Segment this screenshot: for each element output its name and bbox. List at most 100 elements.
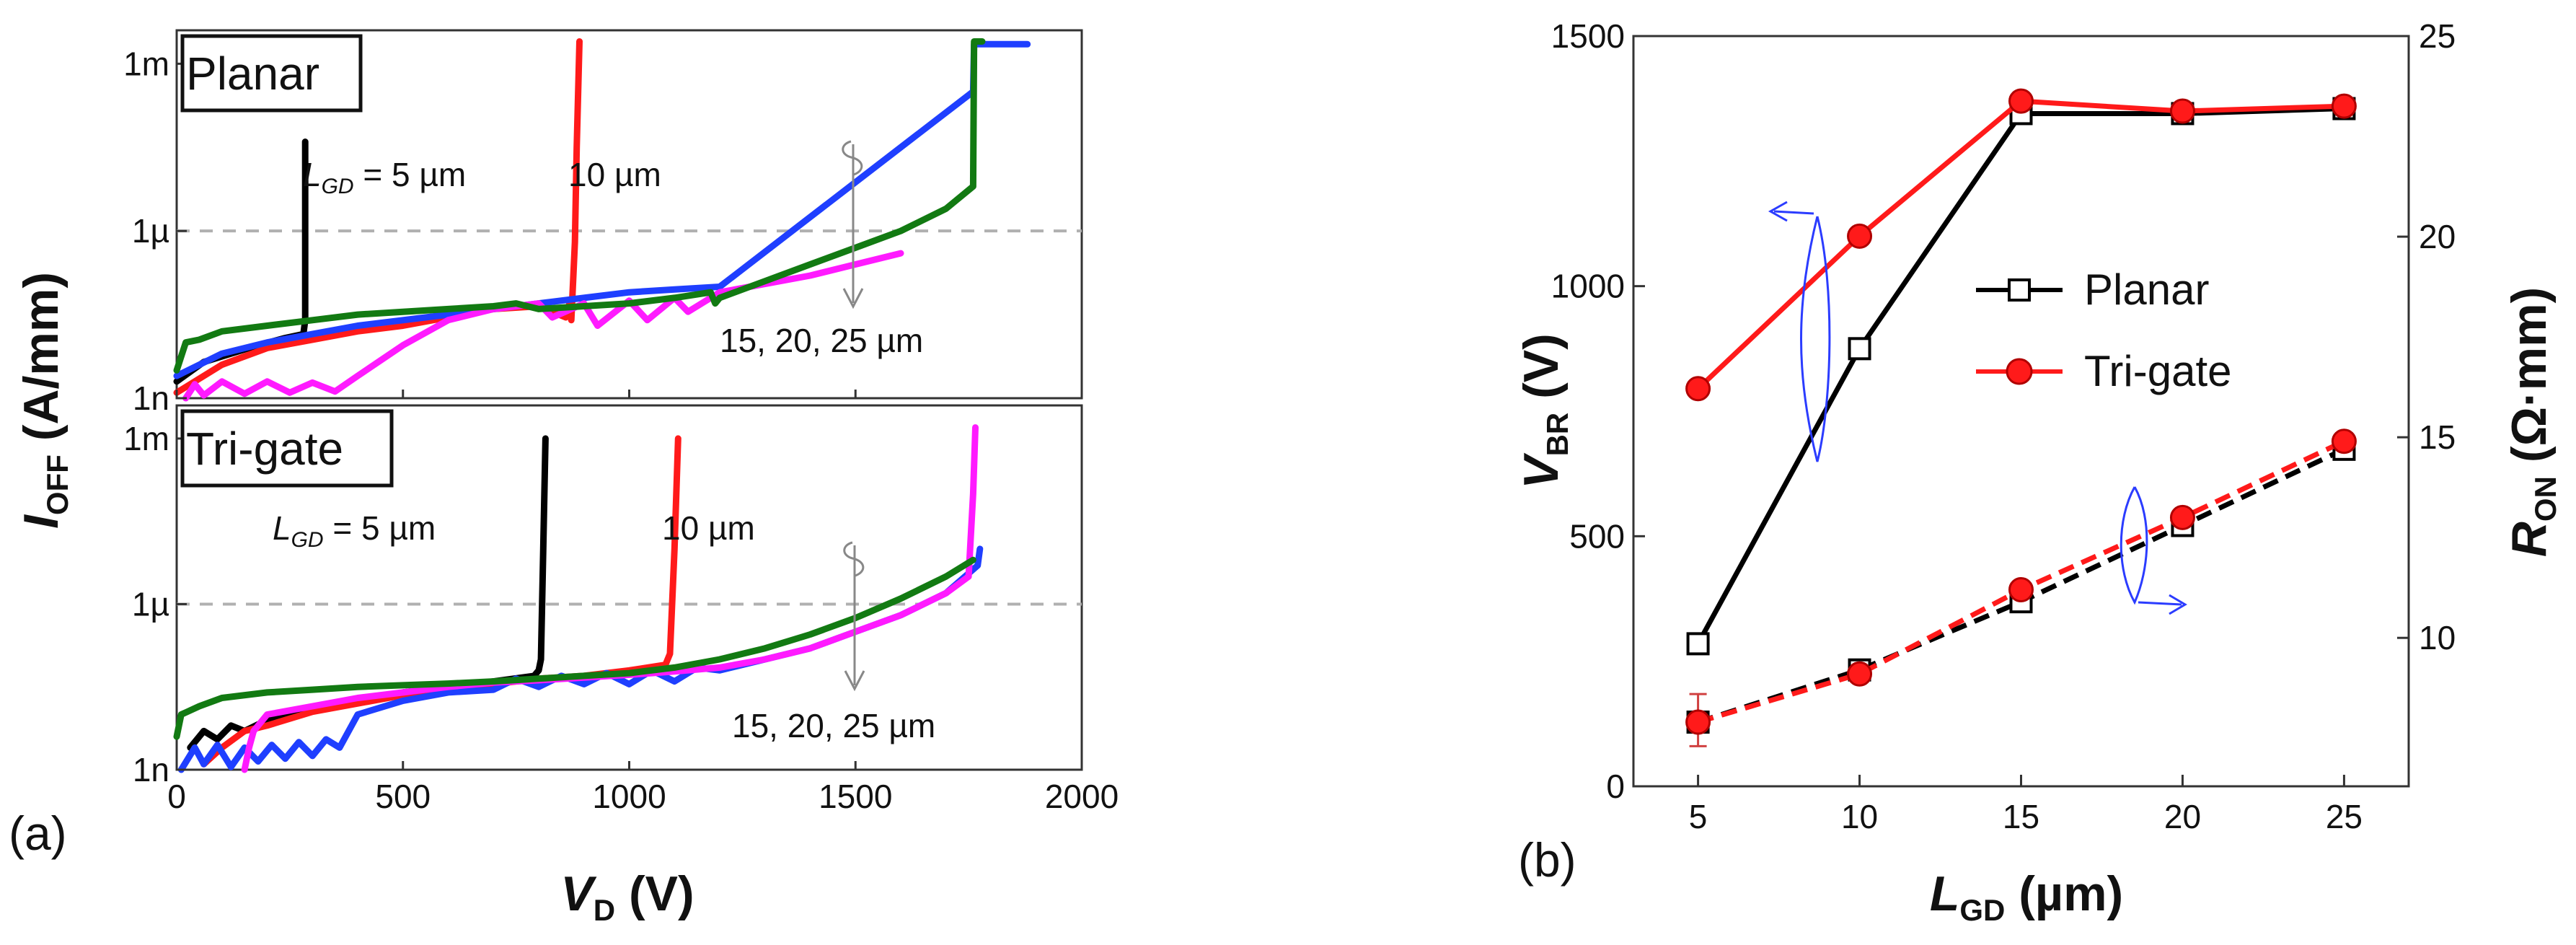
xlabel-b-sub: GD [1959, 893, 2005, 927]
x-tick-label-b: 10 [1841, 798, 1878, 835]
x-tick-label-b: 5 [1689, 798, 1708, 835]
y-axis-label-a: IOFF (A/mm) [14, 272, 74, 529]
annotation-15-20-25um: 15, 20, 25 µm [720, 322, 923, 359]
y-tick-label: 1µ [132, 212, 169, 250]
axis-indicator-left [1768, 201, 1831, 462]
x-tick-label: 500 [375, 778, 431, 815]
data-point-circle [2331, 93, 2357, 119]
y2-tick-label-b: 25 [2419, 17, 2456, 55]
y-axis-label-b: VBR (V) [1514, 333, 1574, 489]
legend-label-trigate: Tri-gate [2084, 347, 2232, 395]
series-line-trigate-5 [173, 556, 976, 740]
ylabel-b-sub: BR [1540, 413, 1574, 457]
x-ticks-a: 0 500 1000 1500 2000 [167, 778, 1119, 815]
annotation-lgd-5um: LGD = 5 µm [303, 156, 466, 198]
lgd-letter-trigate: L [273, 509, 291, 547]
y2-tick-label-b: 15 [2419, 418, 2456, 456]
panel-label-a: (a) [9, 806, 67, 860]
data-point-circle [1685, 709, 1711, 735]
series-group-planar [173, 38, 1031, 402]
y2-tick-label-b: 20 [2419, 218, 2456, 255]
y2-tick-label-b: 10 [2419, 619, 2456, 656]
rotation-arrow-planar [842, 140, 864, 309]
lgd-letter: L [303, 156, 322, 193]
data-point-square [1848, 337, 1871, 361]
ylabel-b-main: V [1514, 452, 1569, 489]
data-point-circle [2008, 576, 2034, 602]
data-point-circle [1847, 223, 1873, 249]
legend-label-planar: Planar [2084, 265, 2209, 314]
lgd-rest-trigate: = 5 µm [324, 509, 436, 547]
y-tick-label: 1n [133, 379, 169, 417]
xlabel-a-sub: D [594, 893, 615, 927]
y-tick-label: 1n [133, 751, 169, 788]
subplot-planar: 1n 1µ 1m Planar LGD = 5 µm 10 µm 15, 20, 2… [123, 29, 1083, 417]
y-tick-label-b: 1000 [1551, 268, 1625, 305]
y2label-b-sub: ON [2528, 476, 2562, 522]
x-tick-label: 1000 [592, 778, 666, 815]
x-axis-label-b: LGD (µm) [1930, 866, 2123, 927]
subplot-trigate: 1n 1µ 1m Tri-gate LGD = 5 µm 10 µm 15, 20,… [123, 404, 1083, 788]
xlabel-b-main: L [1930, 866, 1960, 921]
series-group-b [1685, 88, 2357, 747]
ylabel-a-sub: OFF [40, 454, 74, 515]
lgd-sub-trigate: GD [291, 528, 324, 552]
legend-b: Planar Tri-gate [1976, 265, 2232, 395]
xlabel-a-main: V [560, 866, 597, 921]
legend-item-planar: Planar [1976, 265, 2209, 314]
data-point-circle [1685, 376, 1711, 402]
data-point-square [1686, 632, 1710, 656]
y-tick-label: 1µ [132, 585, 169, 623]
data-point-circle [2008, 88, 2034, 114]
xlabel-b-unit: (µm) [2005, 866, 2123, 921]
annotation-10um: 10 µm [568, 156, 661, 193]
lgd-rest: = 5 µm [354, 156, 467, 193]
series-group-trigate [173, 424, 984, 773]
data-point-circle [2169, 98, 2195, 124]
ylabel-a-unit: (A/mm) [14, 272, 69, 454]
y2label-b-main: R [2502, 522, 2557, 557]
series-line-planar-5 [173, 38, 986, 374]
data-point-circle [1847, 661, 1873, 687]
x-axis-label-a: VD (V) [560, 866, 694, 927]
annotation-lgd-5um-trigate: LGD = 5 µm [273, 509, 436, 552]
series-line-b-2 [1696, 98, 2345, 391]
y-tick-label: 1m [123, 45, 169, 82]
axis-indicator-right [2120, 486, 2187, 615]
x-tick-label: 2000 [1045, 778, 1119, 815]
subplot-title-planar: Planar [186, 48, 319, 100]
legend-item-trigate: Tri-gate [1976, 347, 2232, 395]
title-box-trigate [180, 409, 394, 488]
ylabel-b-unit: (V) [1514, 333, 1569, 413]
axis-ticks-b: 5 10 15 20 25 0 500 1000 1500 10 15 20 25 [1551, 17, 2456, 835]
y-tick-label: 1m [123, 420, 169, 457]
legend-marker-planar [2008, 278, 2031, 302]
y-tick-label-b: 1500 [1551, 17, 1625, 55]
x-tick-label-b: 25 [2326, 798, 2363, 835]
rotation-arrow-trigate [843, 541, 865, 692]
data-point-circle [2169, 504, 2195, 530]
subplot-title-trigate: Tri-gate [186, 423, 343, 475]
y-ticks-trigate: 1n 1µ 1m [123, 420, 1083, 788]
data-point-circle [2331, 428, 2357, 454]
annotation-10um-trigate: 10 µm [662, 509, 755, 547]
annotation-15-20-25um-trigate: 15, 20, 25 µm [732, 707, 935, 744]
panel-b: 5 10 15 20 25 0 500 1000 1500 10 15 20 25 Planar Tri… [1514, 17, 2562, 927]
y-ticks-planar: 1n 1µ 1m [123, 45, 1083, 417]
legend-marker-trigate [2006, 358, 2033, 385]
plot-frame-b [1632, 35, 2410, 788]
x-tick-label-b: 15 [2003, 798, 2039, 835]
y-tick-label-b: 0 [1606, 768, 1625, 805]
title-box-planar [180, 34, 363, 113]
x-tick-label: 1500 [819, 778, 892, 815]
xlabel-a-unit: (V) [615, 866, 694, 921]
x-tick-label: 0 [167, 778, 186, 815]
y2-axis-label-b: RON (Ω·mm) [2502, 287, 2562, 557]
x-tick-label-b: 20 [2164, 798, 2201, 835]
y-tick-label-b: 500 [1569, 517, 1625, 555]
lgd-sub: GD [322, 175, 354, 198]
panel-label-b: (b) [1518, 833, 1576, 887]
ylabel-a-main: I [14, 514, 69, 529]
